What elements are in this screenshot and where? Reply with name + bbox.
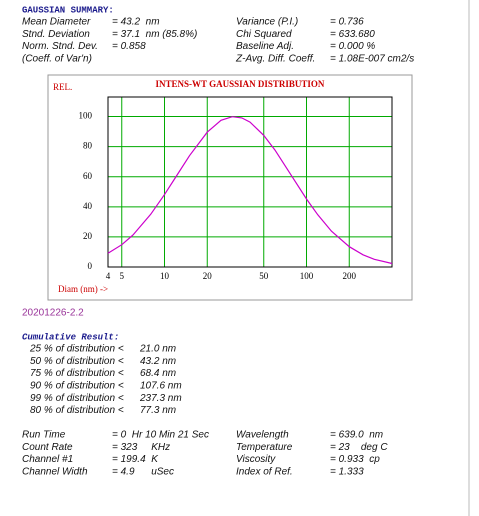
x-tick-label: 100 [300, 271, 314, 281]
field-value: = 633.680 [330, 29, 375, 40]
field-label: Channel Width [22, 467, 88, 478]
field-value: = 0.858 [112, 41, 146, 52]
field-value: = 199.4 K [112, 454, 159, 465]
field-label: 80 % of distribution < [30, 405, 124, 416]
field-label: Norm. Stnd. Dev. [22, 41, 98, 52]
field-label: 25 % of distribution < [29, 344, 124, 355]
field-value: = 639.0 nm [330, 430, 383, 441]
field-label: Stnd. Deviation [22, 29, 90, 40]
y-axis-label: REL. [53, 82, 72, 92]
field-value: = 23 deg C [330, 442, 388, 453]
field-value: = 1.333 [330, 467, 364, 478]
field-label: (Coeff. of Var'n) [22, 54, 92, 65]
field-label: 75 % of distribution < [30, 368, 124, 379]
field-value: = 0.933 cp [330, 454, 380, 465]
field-label: 90 % of distribution < [30, 381, 124, 392]
summary-title: GAUSSIAN SUMMARY: [22, 5, 114, 15]
field-value: 21.0 nm [139, 344, 176, 355]
y-tick-label: 40 [83, 201, 93, 211]
x-tick-label: 200 [343, 271, 357, 281]
field-label: Chi Squared [236, 29, 292, 40]
y-tick-label: 20 [83, 231, 93, 241]
y-tick-label: 0 [88, 261, 93, 271]
field-value: = 43.2 nm [112, 17, 160, 28]
field-value: 77.3 nm [140, 405, 176, 416]
chart-title: INTENS-WT GAUSSIAN DISTRIBUTION [156, 79, 325, 89]
field-label: Run Time [22, 430, 66, 441]
field-label: Baseline Adj. [236, 41, 294, 52]
field-value: = 1.08E-007 cm2/s [330, 54, 414, 65]
field-label: Wavelength [236, 430, 289, 441]
field-label: Z-Avg. Diff. Coeff. [235, 54, 315, 65]
field-value: 68.4 nm [140, 368, 176, 379]
field-label: 99 % of distribution < [30, 393, 124, 404]
field-label: Count Rate [22, 442, 73, 453]
cumulative-title: Cumulative Result: [22, 332, 119, 342]
chart-frame [47, 74, 413, 301]
field-value: = 323 KHz [112, 442, 170, 453]
x-axis-label: Diam (nm) -> [58, 284, 108, 294]
field-value: = 0 Hr 10 Min 21 Sec [112, 430, 209, 441]
x-tick-label: 50 [259, 271, 269, 281]
field-value: = 0.000 % [330, 41, 375, 52]
field-label: Channel #1 [22, 454, 73, 465]
field-label: Temperature [236, 442, 293, 453]
y-tick-label: 60 [83, 171, 93, 181]
sample-id: 20201226-2.2 [22, 308, 84, 319]
plot-frame [107, 96, 393, 268]
y-tick-label: 80 [83, 141, 93, 151]
x-tick-label: 4 [106, 271, 111, 281]
field-value: = 37.1 nm (85.8%) [112, 29, 197, 40]
field-label: Mean Diameter [22, 17, 91, 28]
field-value: 107.6 nm [140, 381, 182, 392]
field-label: Variance (P.I.) [236, 17, 298, 28]
distribution-curve [107, 116, 393, 265]
field-value: 43.2 nm [140, 356, 176, 367]
x-tick-label: 20 [203, 271, 213, 281]
x-tick-label: 10 [160, 271, 170, 281]
field-value: = 4.9 uSec [112, 467, 174, 478]
x-tick-label: 5 [120, 271, 125, 281]
plot-area [108, 97, 392, 267]
field-value: = 0.736 [330, 17, 364, 28]
field-label: Viscosity [236, 454, 276, 465]
y-tick-label: 100 [79, 111, 93, 121]
field-label: 50 % of distribution < [30, 356, 124, 367]
field-label: Index of Ref. [236, 467, 293, 478]
field-value: 237.3 nm [139, 393, 182, 404]
